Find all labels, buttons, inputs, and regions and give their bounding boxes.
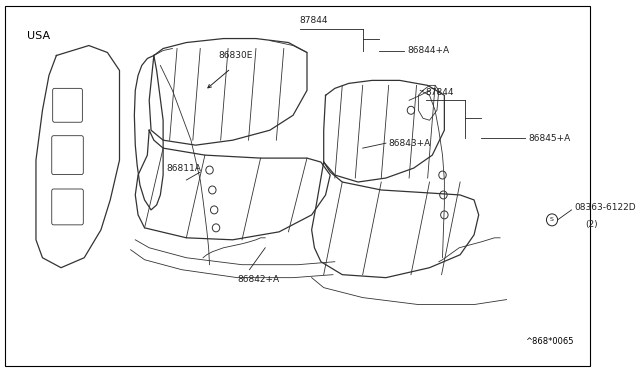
- Text: 86842+A: 86842+A: [237, 275, 280, 284]
- Text: 86843+A: 86843+A: [388, 139, 431, 148]
- Text: ^868*0065: ^868*0065: [525, 337, 573, 346]
- Text: 86811A: 86811A: [166, 164, 201, 173]
- Text: 86844+A: 86844+A: [407, 46, 449, 55]
- Text: 87844: 87844: [426, 88, 454, 97]
- Text: S: S: [550, 217, 554, 222]
- Text: 87844: 87844: [300, 16, 328, 25]
- Text: 86845+A: 86845+A: [528, 134, 570, 143]
- Text: (2): (2): [586, 220, 598, 230]
- Text: 08363-6122D: 08363-6122D: [574, 203, 636, 212]
- Text: USA: USA: [27, 31, 50, 41]
- Text: 86830E: 86830E: [219, 51, 253, 60]
